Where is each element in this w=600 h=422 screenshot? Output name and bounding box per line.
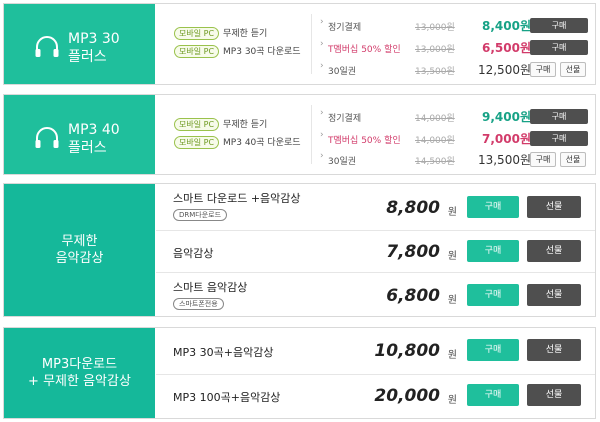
gift-button[interactable]: 선물	[527, 196, 581, 218]
device-badge: 모바일 PC	[174, 45, 220, 58]
gift-button[interactable]: 선물	[560, 62, 586, 77]
gift-button[interactable]: 선물	[527, 240, 581, 262]
plan-title: MP3 40 플러스	[68, 122, 120, 156]
plan-header-mp3-30: MP3 30 플러스	[4, 4, 155, 84]
chevron-right-icon: ›	[320, 108, 324, 118]
plan-title: MP3 30 플러스	[68, 31, 120, 65]
gift-button[interactable]: 선물	[527, 339, 581, 361]
buy-button[interactable]: 구매	[467, 196, 519, 218]
price-line-tmembership: › T멤버십 50% 할인 13,000원 6,500원 구매	[320, 39, 590, 57]
chevron-right-icon: ›	[320, 61, 324, 71]
buy-button[interactable]: 구매	[467, 284, 519, 306]
drm-badge: DRM다운로드	[173, 209, 228, 221]
gift-button[interactable]: 선물	[527, 384, 581, 406]
chevron-right-icon: ›	[320, 39, 324, 49]
feature-line: 모바일 PC MP3 30곡 다운로드	[174, 44, 301, 58]
buy-button[interactable]: 구매	[467, 240, 519, 262]
buy-button[interactable]: 구매	[530, 62, 556, 77]
gift-button[interactable]: 선물	[527, 284, 581, 306]
feature-line: 모바일 PC 무제한 듣기	[174, 117, 267, 131]
product-row: 스마트 다운로드 +음악감상 DRM다운로드 8,800 원 구매 선물	[156, 184, 595, 230]
price-line-tmembership: › T멤버십 50% 할인 14,000원 7,000원 구매	[320, 130, 590, 148]
buy-button[interactable]: 구매	[530, 18, 588, 33]
plan-card-combo: MP3다운로드 + 무제한 음악감상 MP3 30곡+음악감상 10,800 원…	[3, 327, 596, 419]
price-line-regular: › 정기결제 13,000원 8,400원 구매	[320, 17, 590, 35]
plan-card-unlimited: 무제한 음악감상 스마트 다운로드 +음악감상 DRM다운로드 8,800 원 …	[3, 183, 596, 317]
buy-button[interactable]: 구매	[530, 40, 588, 55]
price-line-regular: › 정기결제 14,000원 9,400원 구매	[320, 108, 590, 126]
divider	[311, 14, 312, 74]
feature-line: 모바일 PC 무제한 듣기	[174, 26, 267, 40]
plan-title: 무제한 음악감상	[55, 234, 104, 266]
buy-button[interactable]: 구매	[467, 384, 519, 406]
device-badge: 모바일 PC	[174, 118, 220, 131]
chevron-right-icon: ›	[320, 130, 324, 140]
feature-line: 모바일 PC MP3 40곡 다운로드	[174, 135, 301, 149]
chevron-right-icon: ›	[320, 17, 324, 27]
divider	[311, 105, 312, 164]
product-row: MP3 30곡+음악감상 10,800 원 구매 선물	[156, 328, 595, 374]
product-row: MP3 100곡+음악감상 20,000 원 구매 선물	[156, 374, 595, 419]
headphones-icon	[35, 127, 59, 148]
gift-button[interactable]: 선물	[560, 152, 586, 167]
plan-card-mp3-40: MP3 40 플러스 모바일 PC 무제한 듣기 모바일 PC MP3 40곡 다운…	[3, 94, 596, 175]
headphones-icon	[35, 36, 59, 57]
product-row: 스마트 음악감상 스마트폰전용 6,800 원 구매 선물	[156, 272, 595, 317]
price-line-30day: › 30일권 14,500원 13,500원 구매 선물	[320, 151, 590, 169]
buy-button[interactable]: 구매	[467, 339, 519, 361]
chevron-right-icon: ›	[320, 151, 324, 161]
buy-button[interactable]: 구매	[530, 152, 556, 167]
plan-card-mp3-30: MP3 30 플러스 모바일 PC 무제한 듣기 모바일 PC MP3 30곡 다운…	[3, 3, 596, 85]
smartphone-only-badge: 스마트폰전용	[173, 298, 224, 310]
plan-header-mp3-40: MP3 40 플러스	[4, 95, 155, 174]
product-row: 음악감상 7,800 원 구매 선물	[156, 230, 595, 272]
device-badge: 모바일 PC	[174, 136, 220, 149]
plan-header-unlimited: 무제한 음악감상	[4, 184, 155, 316]
plan-title: MP3다운로드 + 무제한 음악감상	[28, 357, 131, 389]
buy-button[interactable]: 구매	[530, 131, 588, 146]
buy-button[interactable]: 구매	[530, 109, 588, 124]
device-badge: 모바일 PC	[174, 27, 220, 40]
price-line-30day: › 30일권 13,500원 12,500원 구매 선물	[320, 61, 590, 79]
plan-header-combo: MP3다운로드 + 무제한 음악감상	[4, 328, 155, 418]
